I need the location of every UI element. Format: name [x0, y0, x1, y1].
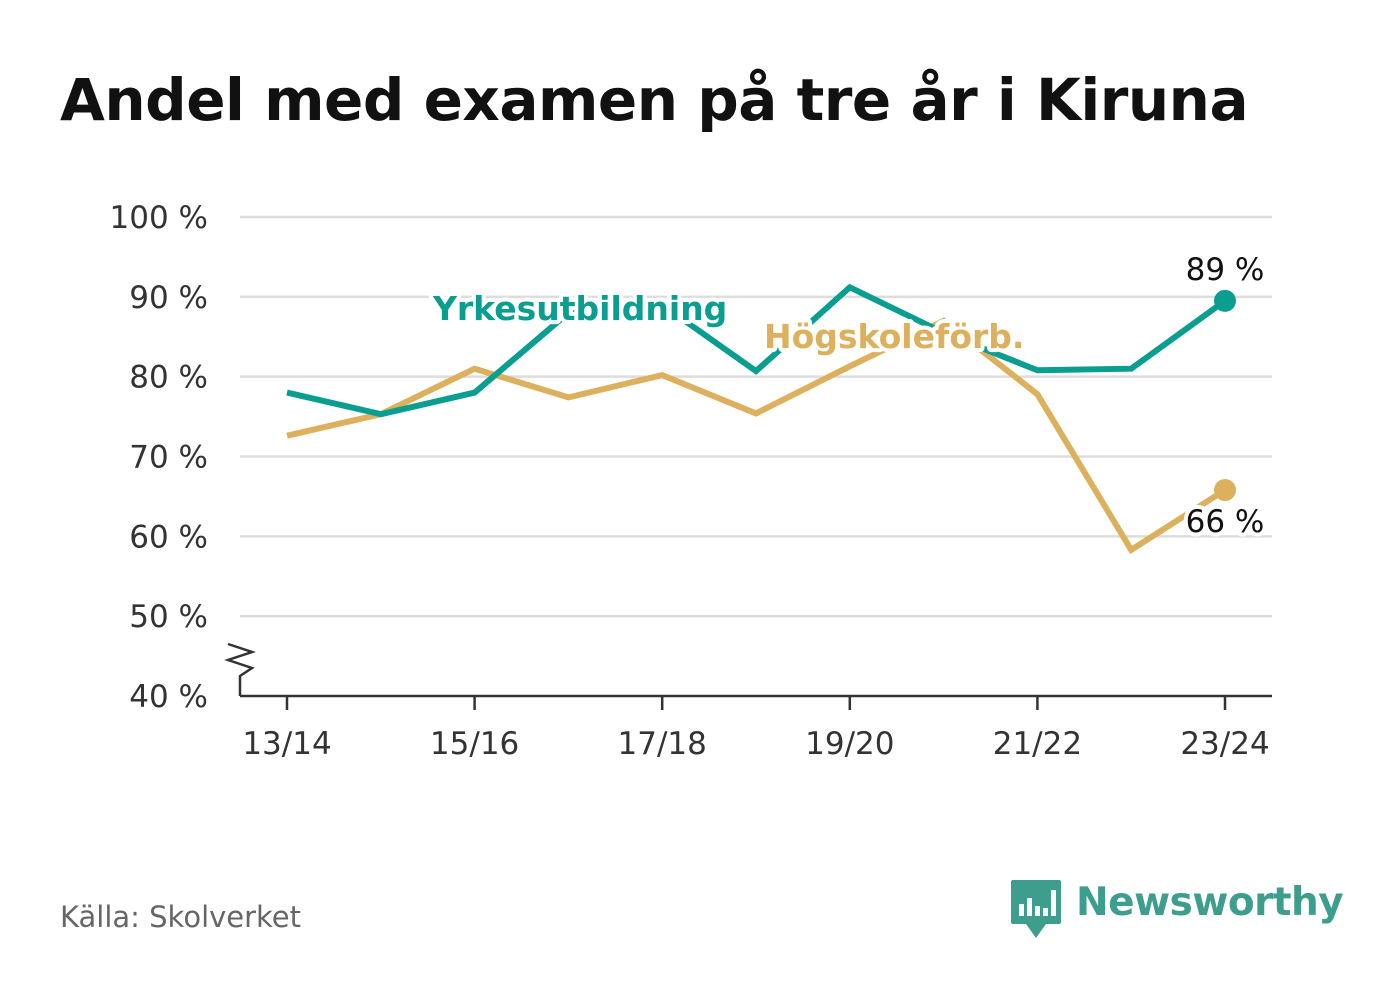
y-tick-label: 90 % — [129, 280, 208, 316]
y-tick-label: 60 % — [129, 519, 208, 555]
x-tick-label: 13/14 — [242, 726, 331, 762]
page-title: Andel med examen på tre år i Kiruna — [60, 66, 1249, 134]
series-label-yrkesutbildning: Yrkesutbildning — [432, 289, 727, 328]
series-line-hogskoleforb — [286, 317, 1227, 555]
y-tick-label: 80 % — [129, 360, 208, 396]
gridlines — [240, 215, 1272, 618]
axes: 40 % 50 % 60 % 70 % 80 % 90 % 100 % 13/14 15/16 1… — [110, 200, 1272, 762]
y-tick-label: 40 % — [129, 679, 208, 715]
newsworthy-logo-icon — [1011, 880, 1061, 938]
x-tick-label: 21/22 — [993, 726, 1082, 762]
y-tick-label: 70 % — [129, 440, 208, 476]
brand[interactable]: Newsworthy — [1010, 878, 1344, 942]
series-lines — [286, 283, 1236, 555]
series-label-hogskoleforb: Högskoleförb. — [764, 317, 1024, 356]
end-value-label: 89 % — [1186, 252, 1265, 288]
series-line-yrkesutbildning — [286, 283, 1227, 418]
x-tick-label: 19/20 — [805, 726, 894, 762]
y-axis-break-marker — [224, 642, 256, 696]
brand-name: Newsworthy — [1076, 880, 1344, 925]
labels: Yrkesutbildning Högskoleförb. 89 % 66 % — [428, 248, 1268, 544]
x-tick-label: 23/24 — [1180, 726, 1269, 762]
x-tick-label: 17/18 — [618, 726, 707, 762]
source-text: Källa: Skolverket — [60, 900, 302, 934]
x-tick-label: 15/16 — [430, 726, 519, 762]
y-tick-label: 50 % — [129, 599, 208, 635]
y-tick-label: 100 % — [110, 200, 208, 236]
end-value-label: 66 % — [1186, 504, 1265, 540]
series-end-point — [1214, 479, 1236, 502]
series-end-point — [1214, 289, 1236, 312]
